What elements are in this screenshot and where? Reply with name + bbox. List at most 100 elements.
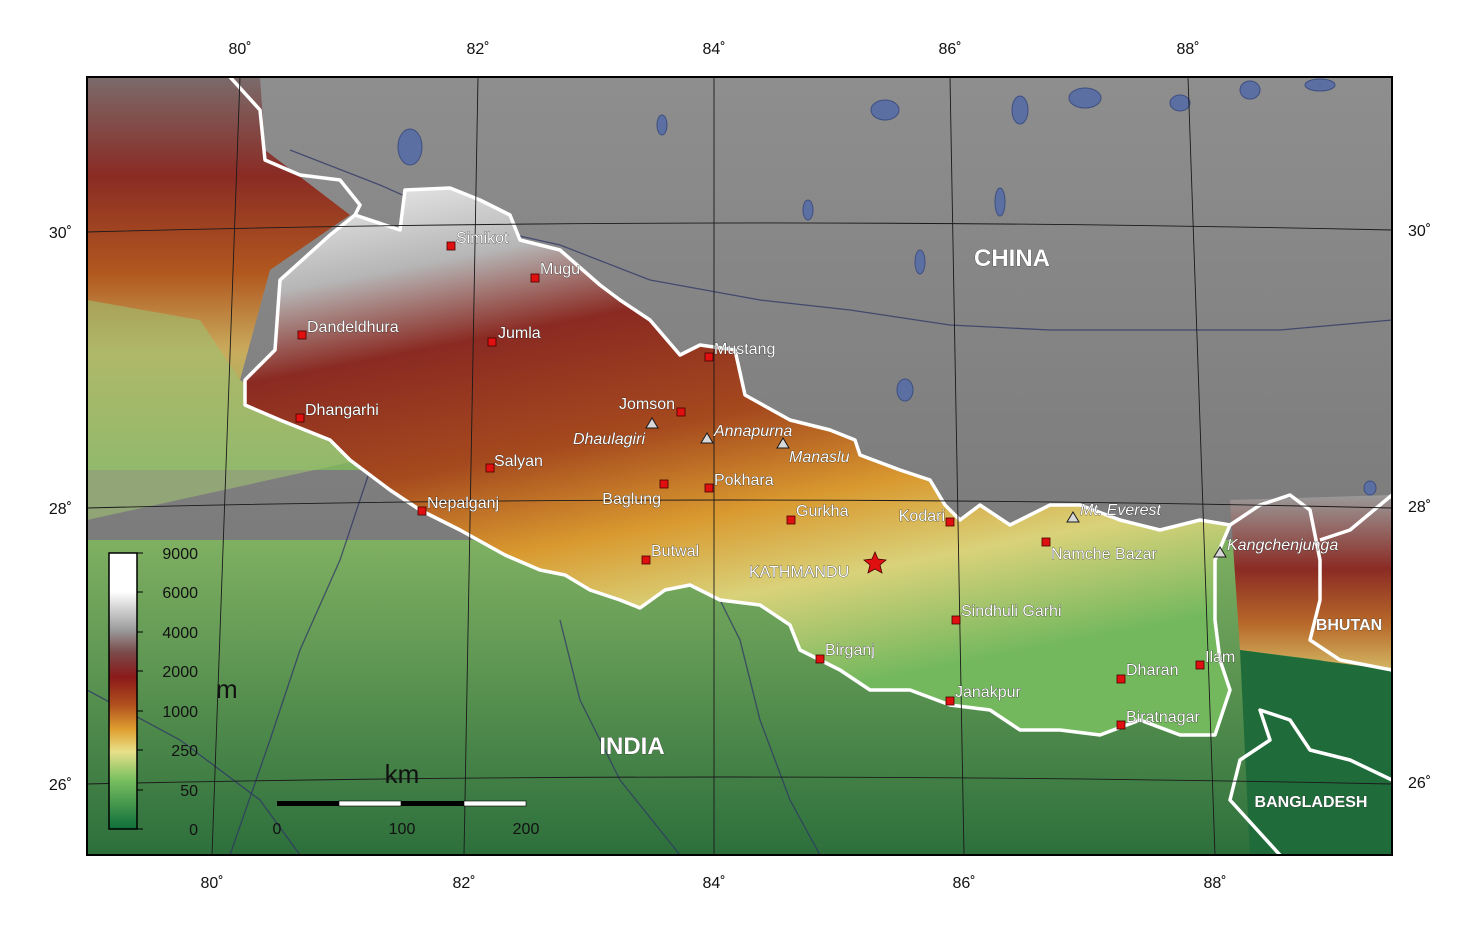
- left-latitude-labels: 30˚ 28˚ 26˚: [49, 225, 72, 794]
- scale-unit-label: km: [385, 759, 420, 789]
- lon-tick-bottom: 80˚: [200, 875, 223, 892]
- city-marker: [815, 654, 825, 664]
- city-marker: [951, 615, 961, 625]
- peak-label-kangchenjunga: Kangchenjunga: [1227, 537, 1338, 554]
- lake: [397, 128, 423, 166]
- meridian-80: [211, 77, 241, 855]
- city-label-janakpur: Janakpur: [955, 684, 1021, 701]
- city-label-ilam: Ilam: [1205, 649, 1235, 666]
- bhutan-border: [1229, 493, 1392, 672]
- lon-tick-top: 86˚: [938, 41, 961, 58]
- graticule: [87, 77, 1392, 855]
- city-marker: [786, 515, 796, 525]
- legend-value: 2000: [162, 664, 198, 681]
- lon-tick-top: 88˚: [1176, 41, 1199, 58]
- city-label-nepalganj: Nepalganj: [427, 495, 499, 512]
- terrain-layer: [87, 77, 1392, 855]
- peak-triangle-icon: [776, 437, 790, 449]
- parallel-30: [87, 222, 1392, 233]
- lake: [994, 187, 1006, 217]
- lake: [1363, 480, 1377, 496]
- lake: [1239, 80, 1261, 100]
- country-label-china: CHINA: [974, 245, 1050, 272]
- legend-value: 6000: [162, 585, 198, 602]
- city-label-baglung: Baglung: [602, 491, 661, 508]
- bhutan-terrain: [1230, 495, 1392, 680]
- meridian-82: [463, 77, 479, 855]
- river: [559, 619, 681, 855]
- city-label-pokhara: Pokhara: [714, 472, 774, 489]
- city-marker: [659, 479, 669, 489]
- bottom-longitude-labels: 80˚ 82˚ 84˚ 86˚ 88˚: [200, 875, 1226, 892]
- lake: [1011, 95, 1029, 125]
- city-label-dhangarhi: Dhangarhi: [305, 402, 379, 419]
- lake: [870, 99, 900, 121]
- country-label-bhutan: BHUTAN: [1316, 617, 1382, 634]
- city-marker: [676, 407, 686, 417]
- lake: [896, 378, 914, 402]
- cities: Simikot Mugu Dandeldhura Jumla Mustang D…: [295, 230, 1236, 730]
- scale-segment-light: [463, 800, 527, 807]
- peak-triangle-icon: [1213, 546, 1227, 558]
- parallel-26: [87, 776, 1392, 785]
- capital-star-icon: [863, 550, 887, 574]
- city-marker: [487, 337, 497, 347]
- peak-triangle-icon: [700, 432, 714, 444]
- lake: [914, 249, 926, 275]
- city-marker: [485, 463, 495, 473]
- scale-label: 0: [273, 821, 282, 838]
- lake: [656, 114, 668, 136]
- peak-triangle-icon: [645, 417, 659, 429]
- city-marker: [446, 241, 456, 251]
- legend-ticks: [137, 552, 143, 830]
- lon-tick-top: 84˚: [702, 41, 725, 58]
- legend-value: 50: [180, 783, 198, 800]
- map-frame: [86, 76, 1393, 856]
- lon-tick-bottom: 82˚: [452, 875, 475, 892]
- city-marker: [1041, 537, 1051, 547]
- lat-tick-left: 26˚: [49, 777, 72, 794]
- lat-tick-left: 28˚: [49, 501, 72, 518]
- city-marker: [417, 506, 427, 516]
- lat-tick-right: 26˚: [1408, 775, 1431, 792]
- city-marker: [1195, 660, 1205, 670]
- city-marker: [704, 483, 714, 493]
- lon-tick-bottom: 86˚: [952, 875, 975, 892]
- city-label-gurkha: Gurkha: [796, 503, 849, 520]
- legend-value: 1000: [162, 704, 198, 721]
- lon-tick-top: 82˚: [466, 41, 489, 58]
- legend-unit-label: m: [216, 674, 238, 704]
- lon-tick-bottom: 84˚: [702, 875, 725, 892]
- city-label-namche-bazar: Namche Bazar: [1051, 546, 1157, 563]
- peak-label-annapurna: Annapurna: [713, 423, 792, 440]
- lat-tick-right: 30˚: [1408, 223, 1431, 240]
- city-label-kodari: Kodari: [899, 508, 945, 525]
- city-marker: [945, 517, 955, 527]
- lake: [802, 199, 814, 221]
- city-marker: [1116, 720, 1126, 730]
- lon-tick-top: 80˚: [228, 41, 251, 58]
- city-label-sindhuli-garhi: Sindhuli Garhi: [961, 603, 1062, 620]
- city-marker: [295, 413, 305, 423]
- borders: [228, 77, 1392, 855]
- city-label-jomson: Jomson: [619, 396, 675, 413]
- peaks: [645, 417, 1227, 558]
- lake: [1068, 87, 1102, 109]
- city-label-dharan: Dharan: [1126, 662, 1178, 679]
- western-foothills: [87, 300, 360, 520]
- legend-color-bar: [108, 552, 138, 830]
- peak-label-manaslu: Manaslu: [789, 449, 850, 466]
- legend-value: 4000: [162, 625, 198, 642]
- elevation-legend: 9000 6000 4000 2000 1000 250 50 0 m: [108, 546, 238, 839]
- lon-tick-bottom: 88˚: [1203, 875, 1226, 892]
- lat-tick-right: 28˚: [1408, 499, 1431, 516]
- river: [709, 579, 821, 855]
- lakes: [397, 78, 1377, 496]
- lake: [1304, 78, 1336, 92]
- scale-bar: km 0 100 200: [273, 759, 540, 838]
- peak-label-mt-everest: Mt. Everest: [1080, 502, 1161, 519]
- scale-label: 200: [513, 821, 540, 838]
- city-label-mustang: Mustang: [714, 341, 775, 358]
- bangladesh-border: [1228, 708, 1392, 855]
